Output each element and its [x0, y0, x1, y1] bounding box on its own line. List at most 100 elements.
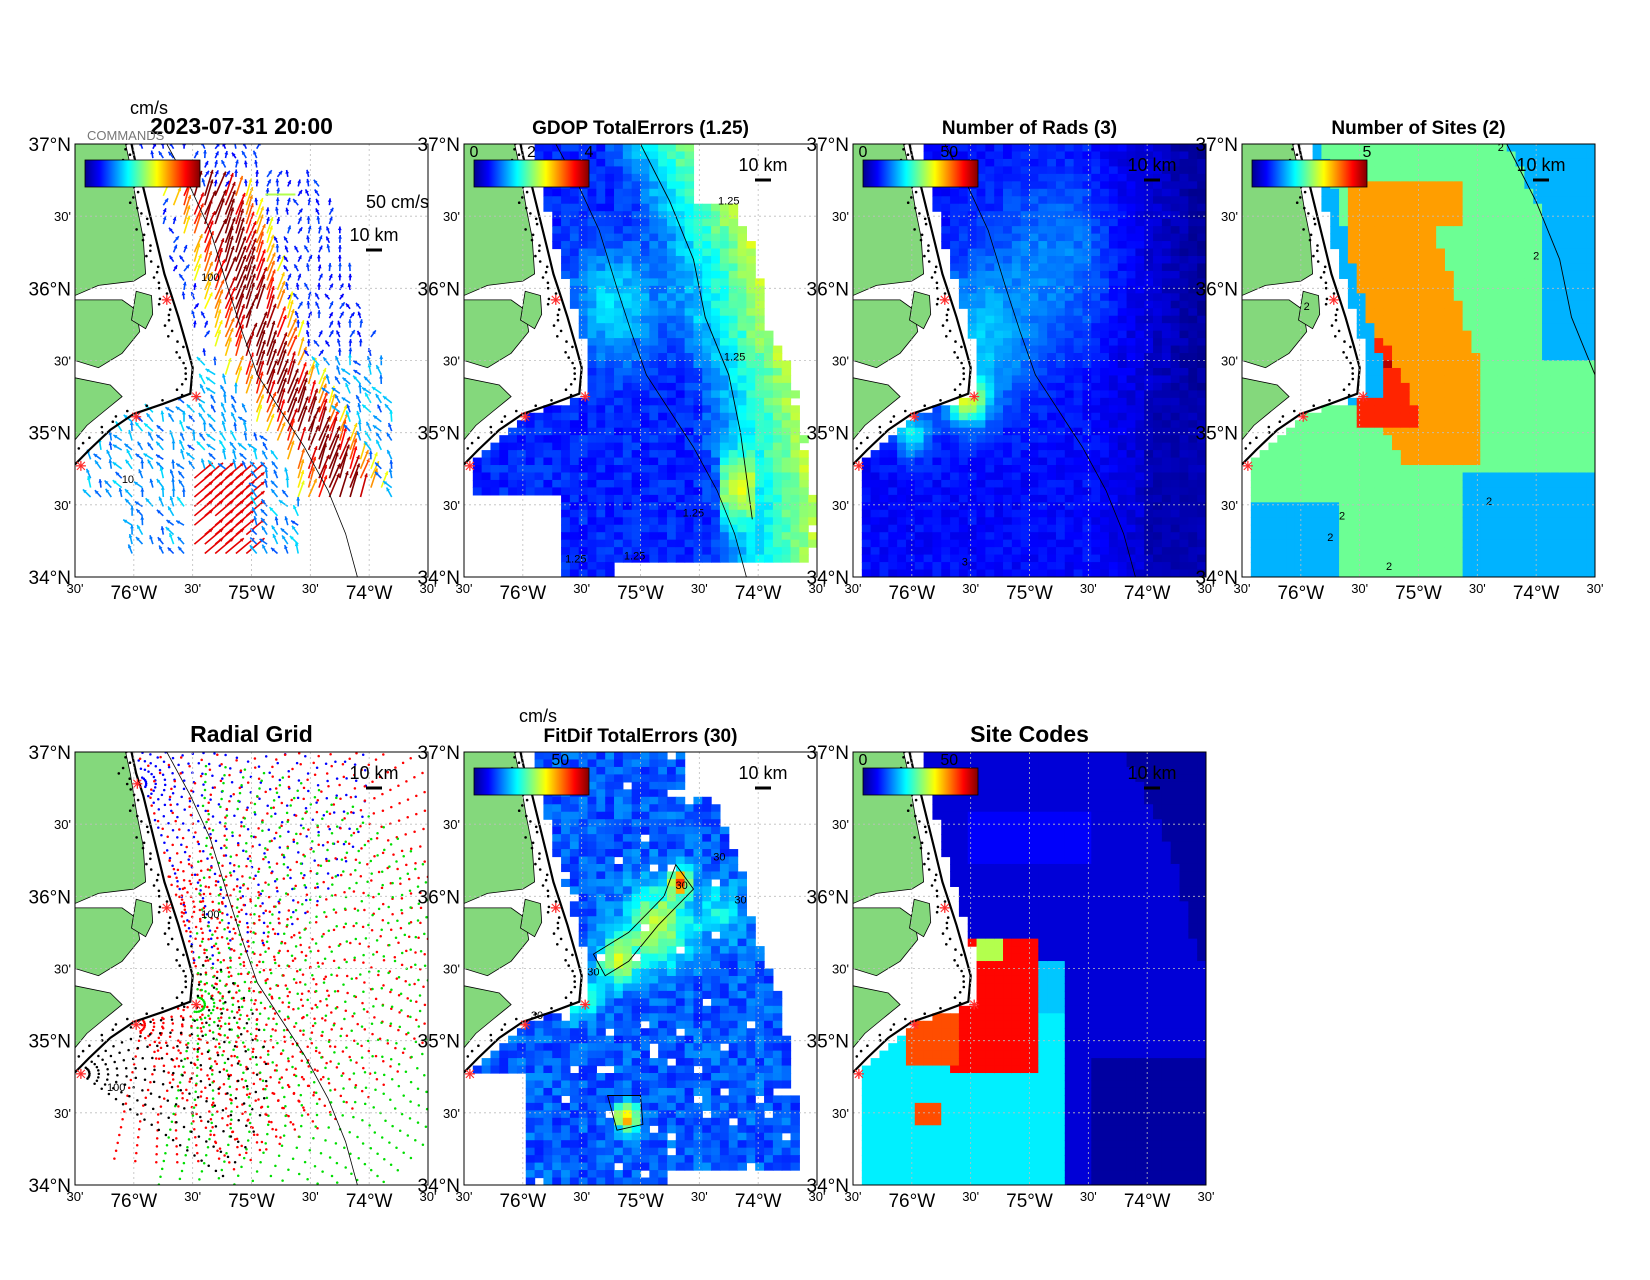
grid-cell — [1144, 361, 1153, 369]
grid-cell — [1144, 562, 1153, 570]
grid-cell — [924, 472, 933, 480]
grid-cell — [977, 428, 986, 436]
grid-cell — [1074, 383, 1083, 391]
grid-cell — [649, 286, 658, 294]
grid-cell — [508, 480, 517, 488]
grid-cell — [782, 502, 791, 510]
grid-cell — [1021, 181, 1030, 189]
grid-cell — [1021, 286, 1030, 294]
grid-cell — [782, 547, 791, 555]
grid-cell — [676, 181, 685, 189]
grid-cell — [614, 375, 623, 383]
grid-cell — [1082, 286, 1091, 294]
grid-cell — [764, 331, 773, 339]
grid-cell — [994, 570, 1003, 578]
grid-cell — [632, 308, 641, 316]
grid-cell — [1153, 383, 1162, 391]
grid-cell — [605, 346, 614, 354]
grid-cell — [1074, 540, 1083, 548]
coast-dot — [136, 207, 139, 210]
grid-cell — [1135, 525, 1144, 533]
grid-cell — [924, 428, 933, 436]
grid-cell — [614, 346, 623, 354]
grid-cell — [968, 547, 977, 555]
grid-cell — [711, 346, 720, 354]
grid-cell — [1162, 256, 1171, 264]
grid-cell — [932, 570, 941, 578]
grid-cell — [1144, 144, 1153, 152]
coast-dot — [82, 442, 85, 445]
grid-cell — [1082, 361, 1091, 369]
grid-cell — [1003, 510, 1012, 518]
grid-cell — [1135, 144, 1144, 152]
grid-cell — [658, 547, 667, 555]
coast-dot — [518, 201, 521, 204]
grid-cell — [879, 443, 888, 451]
grid-cell — [755, 472, 764, 480]
grid-cell — [1188, 405, 1197, 413]
grid-cell — [1188, 450, 1197, 458]
grid-cell — [1162, 405, 1171, 413]
grid-cell — [959, 301, 968, 309]
grid-cell — [1030, 428, 1039, 436]
grid-cell — [676, 435, 685, 443]
grid-cell — [1065, 241, 1074, 249]
grid-cell — [1047, 517, 1056, 525]
coast-dot — [147, 223, 150, 226]
lat-tick-label: 34°N — [418, 568, 460, 589]
grid-cell — [605, 226, 614, 234]
grid-cell — [1074, 368, 1083, 376]
grid-cell — [1188, 323, 1197, 331]
overlapping-stamp-text: COMMANDS — [87, 128, 165, 143]
grid-cell — [1082, 151, 1091, 159]
grid-cell — [649, 495, 658, 503]
grid-cell — [658, 428, 667, 436]
grid-cell — [915, 525, 924, 533]
coast-dot — [168, 314, 171, 317]
grid-cell — [906, 450, 915, 458]
grid-cell — [1065, 286, 1074, 294]
grid-cell — [579, 241, 588, 249]
grid-cell — [1118, 383, 1127, 391]
grid-cell — [1003, 435, 1012, 443]
grid-cell — [959, 405, 968, 413]
grid-cell — [1188, 502, 1197, 510]
grid-cell — [561, 204, 570, 212]
contour-label: 1.25 — [624, 551, 645, 563]
grid-cell — [482, 472, 491, 480]
grid-cell — [508, 465, 517, 473]
grid-cell — [879, 495, 888, 503]
grid-cell — [755, 443, 764, 451]
grid-cell — [906, 495, 915, 503]
grid-cell — [1127, 353, 1136, 361]
grid-cell — [1100, 263, 1109, 271]
grid-cell — [623, 458, 632, 466]
grid-cell — [1021, 241, 1030, 249]
grid-cell — [658, 151, 667, 159]
grid-cell — [924, 540, 933, 548]
grid-cell — [941, 413, 950, 421]
grid-cell — [746, 368, 755, 376]
grid-cell — [994, 286, 1003, 294]
grid-cell — [977, 226, 986, 234]
grid-cell — [764, 532, 773, 540]
grid-cell — [1091, 181, 1100, 189]
grid-cell — [543, 189, 552, 197]
grid-cell — [1144, 241, 1153, 249]
grid-cell — [1144, 256, 1153, 264]
grid-cell — [879, 525, 888, 533]
coast-dot — [149, 244, 152, 247]
grid-cell — [1109, 458, 1118, 466]
grid-cell — [1030, 151, 1039, 159]
grid-cell — [1118, 204, 1127, 212]
grid-cell — [1153, 181, 1162, 189]
grid-cell — [950, 540, 959, 548]
grid-cell — [977, 413, 986, 421]
grid-cell — [1100, 144, 1109, 152]
grid-cell — [932, 472, 941, 480]
grid-cell — [977, 517, 986, 525]
grid-cell — [1118, 547, 1127, 555]
grid-cell — [552, 189, 561, 197]
coast-dot — [547, 282, 550, 285]
grid-cell — [649, 241, 658, 249]
